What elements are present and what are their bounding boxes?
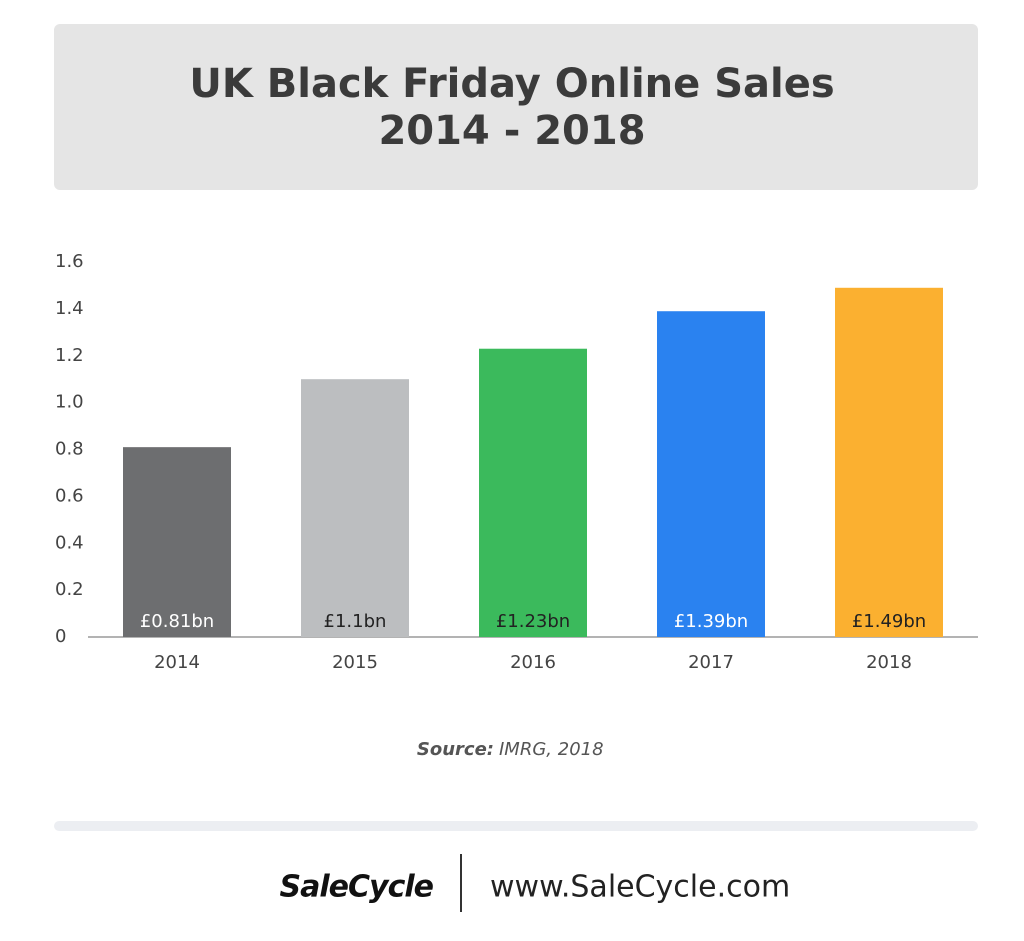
value-label: £1.23bn (496, 611, 570, 632)
x-tick-label: 2018 (866, 652, 912, 673)
footer-url: www.SaleCycle.com (490, 870, 790, 905)
x-tick-label: 2015 (332, 652, 378, 673)
bar (301, 379, 409, 637)
chart-title: UK Black Friday Online Sales (189, 61, 834, 107)
bar (657, 311, 765, 637)
y-tick-label: 0.8 (55, 439, 84, 460)
y-tick-label: 0.2 (55, 579, 84, 600)
y-tick-label: 0.6 (55, 485, 84, 506)
y-tick-label: 0 (55, 626, 66, 647)
bar (835, 287, 943, 637)
x-tick-label: 2017 (688, 652, 734, 673)
bar (123, 447, 231, 637)
logo: SaleCycle (280, 870, 434, 905)
x-tick-label: 2016 (510, 652, 556, 673)
value-label: £1.39bn (674, 611, 748, 632)
y-tick-label: 1.0 (55, 392, 84, 413)
y-tick-label: 1.2 (55, 345, 84, 366)
title-panel (54, 24, 978, 190)
value-label: £0.81bn (140, 611, 214, 632)
x-tick-label: 2014 (154, 652, 200, 673)
y-tick-label: 1.6 (55, 251, 84, 272)
value-label: £1.49bn (852, 611, 926, 632)
y-tick-label: 1.4 (55, 298, 84, 319)
source-label: Source: (417, 739, 494, 760)
chart-subtitle: 2014 - 2018 (378, 108, 645, 154)
separator (54, 821, 978, 831)
value-label: £1.1bn (324, 611, 387, 632)
source: IMRG, 2018 (499, 739, 604, 760)
y-tick-label: 0.4 (55, 532, 84, 553)
bar (479, 348, 587, 637)
